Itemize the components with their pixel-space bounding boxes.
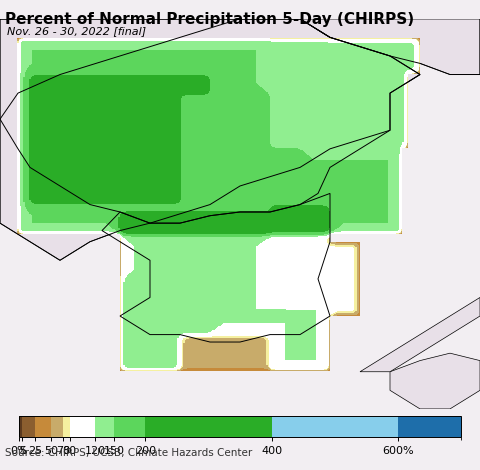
Text: Nov. 26 - 30, 2022 [final]: Nov. 26 - 30, 2022 [final] xyxy=(7,26,146,36)
Text: Source: CHIRPS, UCSB, Climate Hazards Center: Source: CHIRPS, UCSB, Climate Hazards Ce… xyxy=(5,448,252,458)
Text: Percent of Normal Precipitation 5-Day (CHIRPS): Percent of Normal Precipitation 5-Day (C… xyxy=(5,12,414,27)
Polygon shape xyxy=(390,353,480,409)
Polygon shape xyxy=(0,19,420,260)
Polygon shape xyxy=(0,19,480,75)
Polygon shape xyxy=(360,298,480,372)
